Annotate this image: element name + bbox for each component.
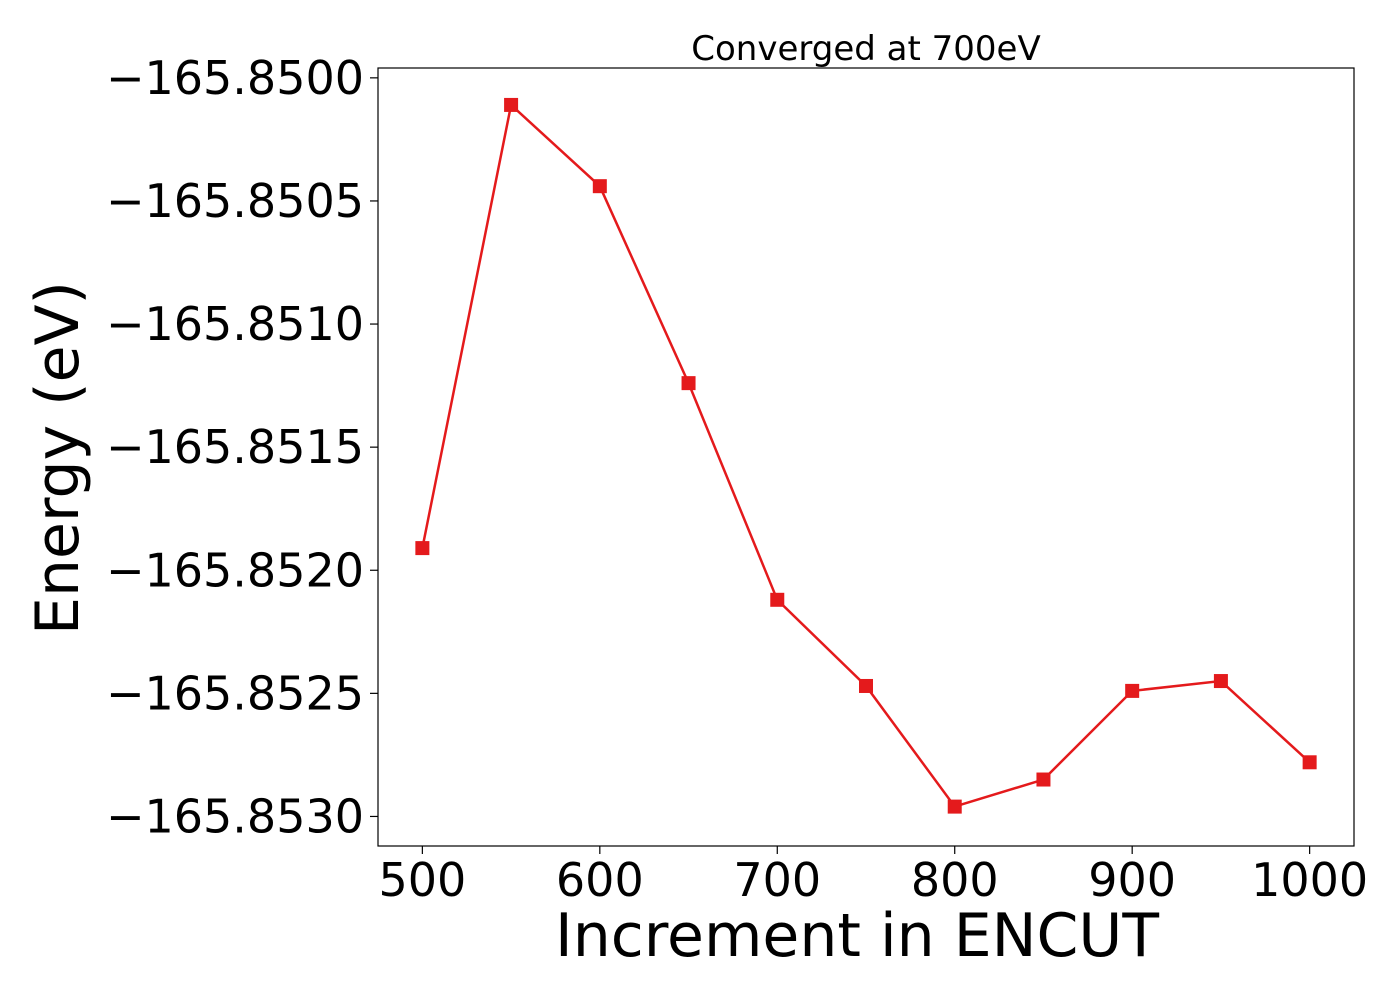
data-point-marker bbox=[504, 97, 519, 112]
data-point-marker bbox=[1125, 683, 1140, 698]
plot-frame bbox=[377, 67, 1355, 847]
x-tick-label: 500 bbox=[378, 853, 466, 907]
series-layer bbox=[415, 97, 1317, 814]
series-line bbox=[421, 102, 1311, 809]
y-tick-label: −165.8500 bbox=[106, 51, 364, 105]
data-point-marker bbox=[1036, 772, 1051, 787]
y-tick-label: −165.8505 bbox=[106, 174, 364, 228]
y-tick-label: −165.8525 bbox=[106, 666, 364, 720]
plot-area bbox=[377, 67, 1355, 847]
data-point-marker bbox=[592, 179, 607, 194]
data-point-marker bbox=[415, 541, 430, 556]
x-tick-label: 900 bbox=[1088, 853, 1176, 907]
chart-title: Converged at 700eV bbox=[691, 29, 1040, 69]
y-tick-label: −165.8520 bbox=[106, 543, 364, 597]
x-tick-label: 600 bbox=[556, 853, 644, 907]
y-tick-label: −165.8515 bbox=[106, 420, 364, 474]
data-point-marker bbox=[859, 678, 873, 693]
y-tick-label: −165.8510 bbox=[106, 297, 364, 351]
data-point-marker bbox=[770, 592, 785, 607]
y-axis-label: Energy (eV) bbox=[23, 281, 93, 635]
axes-layer: 500 600 700 800 900 1000 −165.8500 −165.8505 −16… bbox=[106, 51, 1368, 907]
data-point-marker bbox=[681, 376, 696, 391]
x-tick-label: 800 bbox=[911, 853, 999, 907]
x-tick-label: 1000 bbox=[1251, 853, 1368, 907]
y-tick-label: −165.8530 bbox=[106, 789, 364, 843]
x-axis-label: Increment in ENCUT bbox=[555, 901, 1159, 971]
data-point-marker bbox=[1213, 674, 1228, 689]
x-tick-label: 700 bbox=[733, 853, 821, 907]
data-point-marker bbox=[947, 799, 962, 814]
data-point-marker bbox=[1302, 755, 1317, 770]
